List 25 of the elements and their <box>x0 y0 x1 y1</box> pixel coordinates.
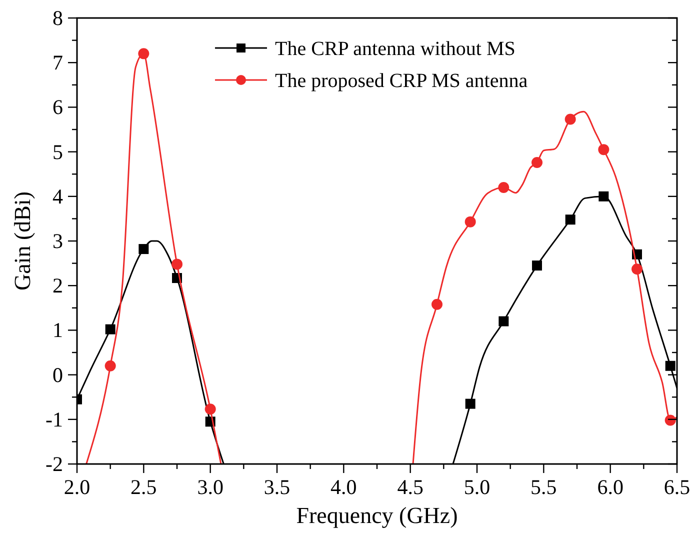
y-tick-label: 4 <box>52 184 64 208</box>
y-axis-title: Gain (dBi) <box>10 191 35 291</box>
x-tick-label: 2.0 <box>64 475 90 499</box>
y-tick-label: 0 <box>52 362 63 387</box>
y-tick-label: 6 <box>52 95 63 120</box>
x-tick-label: 4.5 <box>397 475 424 499</box>
x-tick-label: 3.0 <box>197 475 224 499</box>
x-axis-title: Frequency (GHz) <box>296 503 458 528</box>
legend-label: The CRP antenna without MS <box>275 38 516 60</box>
x-tick-label: 4.0 <box>330 475 357 499</box>
y-tick-label: 7 <box>52 50 63 75</box>
y-tick-label: -1 <box>46 407 63 432</box>
y-tick-label: -2 <box>46 452 63 476</box>
y-tick-label: 2 <box>52 274 63 298</box>
y-tick-label: 1 <box>52 318 63 342</box>
y-tick-label: 3 <box>52 229 63 253</box>
x-tick-label: 5.5 <box>530 475 557 499</box>
x-tick-label: 5.0 <box>464 475 490 499</box>
y-tick-label: 8 <box>52 6 63 30</box>
x-tick-label: 2.5 <box>130 475 157 499</box>
y-tick-label: 5 <box>52 140 63 164</box>
legend-label: The proposed CRP MS antenna <box>275 70 528 92</box>
x-tick-label: 6.5 <box>664 475 690 499</box>
x-tick-label: 6.0 <box>597 475 624 499</box>
x-tick-label: 3.5 <box>264 475 290 499</box>
